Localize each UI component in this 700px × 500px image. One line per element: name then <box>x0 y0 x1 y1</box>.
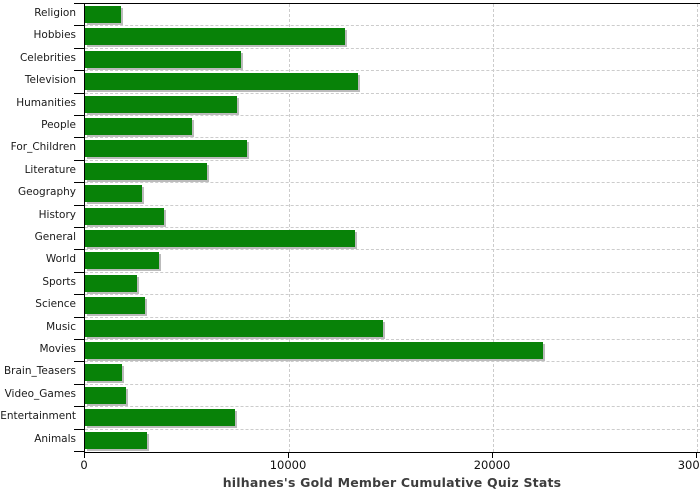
x-axis-tick-0 <box>84 452 85 458</box>
bar-literature <box>85 162 207 180</box>
x-axis-tick-30000 <box>696 452 697 458</box>
category-label-science: Science <box>35 298 76 311</box>
category-label-for_children: For_Children <box>10 141 76 154</box>
chart-row-history <box>85 206 700 228</box>
gridline-20000 <box>493 4 494 452</box>
plot-area <box>84 3 700 453</box>
bar-humanities <box>85 95 237 113</box>
chart-row-entertainment <box>85 407 700 430</box>
category-label-movies: Movies <box>39 343 76 355</box>
y-axis-tick-17 <box>74 384 84 385</box>
chart-row-music <box>85 318 700 340</box>
bar-geography <box>85 185 142 203</box>
chart-row-geography <box>85 183 700 206</box>
bar-television <box>85 73 358 91</box>
category-label-religion: Religion <box>34 7 76 19</box>
chart-row-celebrities <box>85 49 700 72</box>
category-label-history: History <box>38 208 76 221</box>
y-axis-tick-9 <box>74 205 84 206</box>
bar-movies <box>85 342 543 359</box>
bar-music <box>85 319 383 337</box>
category-label-literature: Literature <box>24 163 76 176</box>
y-axis-tick-12 <box>74 272 84 273</box>
y-axis-tick-19 <box>74 429 84 430</box>
category-label-geography: Geography <box>18 186 76 199</box>
chart-row-people <box>85 116 700 139</box>
bar-entertainment <box>85 409 235 427</box>
y-axis-tick-13 <box>74 294 84 295</box>
category-label-humanities: Humanities <box>16 96 76 109</box>
x-axis-tick-20000 <box>492 452 493 458</box>
chart-row-humanities <box>85 94 700 116</box>
bar-history <box>85 207 164 225</box>
category-label-sports: Sports <box>42 275 76 288</box>
y-axis-tick-11 <box>74 249 84 250</box>
chart-row-science <box>85 295 700 318</box>
y-axis-tick-4 <box>74 93 84 94</box>
chart-row-religion <box>85 4 700 27</box>
chart-row-literature <box>85 161 700 184</box>
chart-row-hobbies <box>85 26 700 49</box>
bar-celebrities <box>85 50 241 68</box>
chart-row-brain_teasers <box>85 362 700 385</box>
y-axis-tick-10 <box>74 227 84 228</box>
bar-science <box>85 297 145 315</box>
chart-title: hilhanes's Gold Member Cumulative Quiz S… <box>222 475 562 490</box>
chart-row-general <box>85 228 700 251</box>
y-axis-tick-14 <box>74 317 84 318</box>
x-axis-tick-10000 <box>288 452 289 458</box>
bar-world <box>85 252 159 270</box>
category-label-video_games: Video_Games <box>4 387 76 400</box>
x-axis-tick-label-20000: 20000 <box>473 458 511 472</box>
category-label-people: People <box>41 119 76 131</box>
x-axis-tick-label-0: 0 <box>80 458 88 472</box>
bar-sports <box>85 274 137 292</box>
bar-hobbies <box>85 28 345 46</box>
bar-general <box>85 230 355 247</box>
bar-brain_teasers <box>85 364 122 382</box>
y-axis-tick-2 <box>74 48 84 49</box>
gridline-10000 <box>289 4 290 452</box>
y-axis-tick-7 <box>74 160 84 161</box>
category-label-television: Television <box>24 74 76 87</box>
y-axis-tick-0 <box>74 3 84 4</box>
chart-row-for_children <box>85 138 700 161</box>
y-axis-tick-18 <box>74 406 84 407</box>
category-label-celebrities: Celebrities <box>19 51 76 64</box>
chart-row-world <box>85 250 700 273</box>
category-label-animals: Animals <box>34 432 76 445</box>
y-axis-tick-15 <box>74 339 84 340</box>
y-axis-tick-5 <box>74 115 84 116</box>
category-label-music: Music <box>46 320 76 333</box>
chart-row-television <box>85 71 700 94</box>
y-axis-tick-20 <box>74 451 84 452</box>
gridline-30000 <box>697 4 698 452</box>
chart-row-sports <box>85 273 700 296</box>
bar-for_children <box>85 140 247 158</box>
chart-row-animals <box>85 430 700 452</box>
chart-row-video_games <box>85 385 700 408</box>
y-axis-tick-8 <box>74 182 84 183</box>
x-axis-tick-label-30000: 30000 <box>677 458 700 472</box>
category-label-brain_teasers: Brain_Teasers <box>3 365 76 378</box>
bar-people <box>85 118 192 135</box>
category-label-world: World <box>45 253 76 266</box>
x-axis-tick-label-10000: 10000 <box>269 458 307 472</box>
y-axis-tick-3 <box>74 70 84 71</box>
y-axis-tick-6 <box>74 137 84 138</box>
category-label-general: General <box>34 231 76 243</box>
bar-religion <box>85 6 121 23</box>
category-label-hobbies: Hobbies <box>33 29 77 42</box>
bar-animals <box>85 431 147 449</box>
chart-row-movies <box>85 340 700 363</box>
category-label-entertainment: Entertainment <box>0 410 76 423</box>
y-axis-tick-16 <box>74 361 84 362</box>
y-axis-tick-1 <box>74 25 84 26</box>
bar-video_games <box>85 386 126 404</box>
